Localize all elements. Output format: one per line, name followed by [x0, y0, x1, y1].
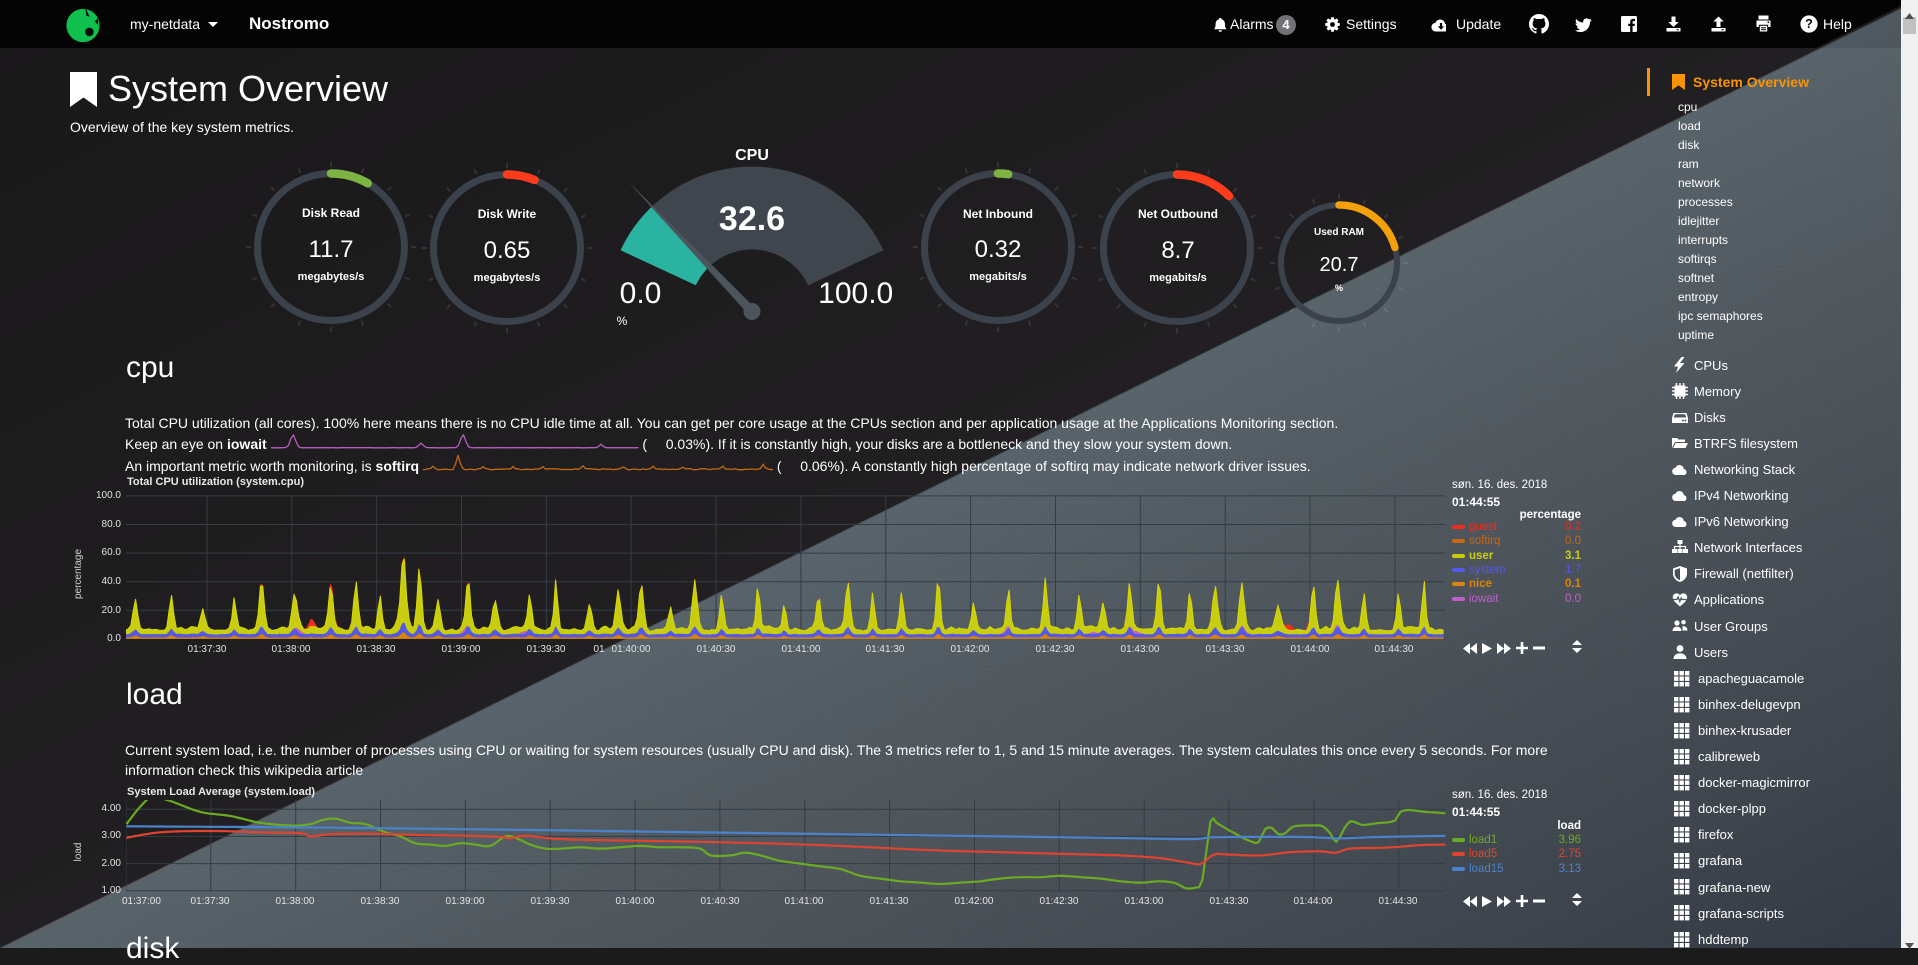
svg-text:?: ? [1805, 17, 1813, 31]
